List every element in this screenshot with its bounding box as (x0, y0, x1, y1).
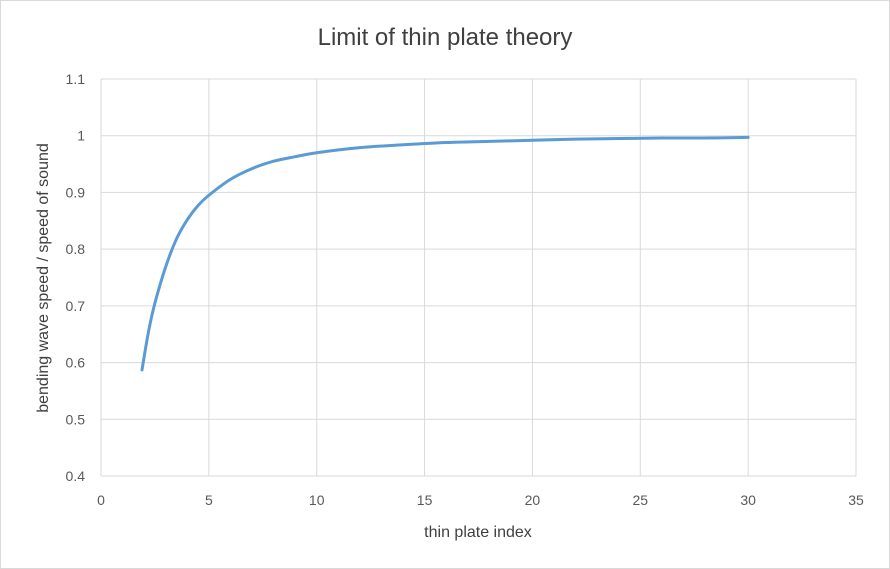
y-tick-label: 1.1 (66, 71, 86, 87)
y-axis-tick-labels: 0.4 0.5 0.6 0.7 0.8 0.9 1 1.1 (66, 71, 86, 484)
x-axis-title: thin plate index (424, 524, 532, 541)
y-axis-title: bending wave speed / speed of sound (35, 143, 52, 413)
x-tick-label: 30 (740, 492, 756, 508)
y-tick-label: 0.8 (66, 241, 86, 257)
x-tick-label: 10 (309, 492, 325, 508)
series-line-0 (140, 135, 750, 372)
x-tick-label: 25 (632, 492, 648, 508)
y-tick-label: 0.6 (66, 355, 86, 371)
x-axis-tick-labels: 0 5 10 15 20 25 30 35 (97, 492, 864, 508)
series-layer (140, 135, 750, 372)
x-tick-label: 15 (417, 492, 433, 508)
x-tick-label: 0 (97, 492, 105, 508)
x-tick-label: 35 (848, 492, 864, 508)
y-tick-label: 0.5 (66, 411, 86, 427)
x-tick-label: 20 (525, 492, 541, 508)
y-tick-label: 0.4 (66, 468, 86, 484)
y-tick-label: 1 (77, 128, 85, 144)
y-tick-label: 0.7 (66, 298, 86, 314)
chart-title: Limit of thin plate theory (318, 24, 573, 51)
x-tick-label: 5 (205, 492, 213, 508)
y-tick-label: 0.9 (66, 184, 86, 200)
gridlines (100, 78, 857, 477)
